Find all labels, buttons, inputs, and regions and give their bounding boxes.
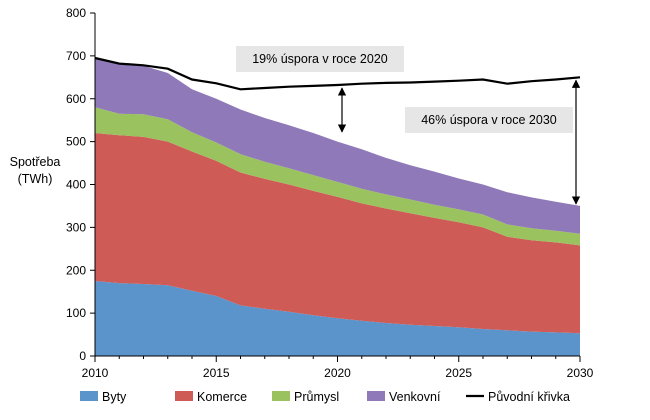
area-prumysl [95, 107, 580, 246]
y-ticks: 0 100 200 300 400 500 600 700 800 [66, 6, 95, 363]
annotation-box-2030 [405, 107, 573, 133]
y-tick-label: 0 [79, 349, 86, 363]
area-series-group [94, 56, 581, 356]
annotation-box-2020 [236, 46, 404, 72]
x-tick-label: 2030 [567, 366, 594, 380]
annotations: 19% úspora v roce 2020 46% úspora v roce… [236, 46, 581, 205]
legend-label: Průmysl [294, 390, 339, 404]
x-ticks: 2010 2015 2020 2025 2030 [82, 356, 594, 380]
y-tick-label: 400 [66, 178, 86, 192]
y-axis-label-line-1: Spotřeba [10, 155, 61, 169]
annotation-2030: 46% úspora v roce 2030 [421, 113, 557, 127]
legend-item-venkovni: Venkovní [367, 390, 441, 404]
y-axis-label-line-2: (TWh) [18, 172, 53, 186]
legend-swatch [272, 391, 290, 401]
area-byty [95, 281, 580, 356]
y-tick-label: 200 [66, 263, 86, 277]
x-tick-label: 2015 [203, 366, 230, 380]
legend-swatch [80, 391, 98, 401]
x-tick-label: 2025 [445, 366, 472, 380]
legend-item-byty: Byty [80, 390, 127, 404]
annotation-2020: 19% úspora v roce 2020 [252, 52, 388, 66]
y-tick-label: 800 [66, 6, 86, 20]
area-komerce [95, 133, 580, 334]
legend-label: Venkovní [389, 390, 441, 404]
legend-swatch [175, 391, 193, 401]
legend-label: Původní křivka [488, 390, 570, 404]
y-tick-label: 700 [66, 49, 86, 63]
x-tick-label: 2020 [324, 366, 351, 380]
area-venkovni [95, 58, 580, 234]
y-tick-label: 300 [66, 220, 86, 234]
legend-label: Komerce [197, 390, 247, 404]
y-tick-label: 600 [66, 92, 86, 106]
legend-item-prumysl: Průmysl [272, 390, 339, 404]
legend-item-puvodni-krivka: Původní křivka [466, 390, 570, 404]
y-tick-label: 500 [66, 135, 86, 149]
legend: Byty Komerce Průmysl Venkovní Původní křivka [80, 390, 570, 404]
legend-swatch [367, 391, 385, 401]
x-tick-label: 2010 [82, 366, 109, 380]
reference-line-original-curve [94, 56, 581, 91]
y-tick-label: 100 [66, 306, 86, 320]
legend-item-komerce: Komerce [175, 390, 247, 404]
legend-label: Byty [102, 390, 127, 404]
